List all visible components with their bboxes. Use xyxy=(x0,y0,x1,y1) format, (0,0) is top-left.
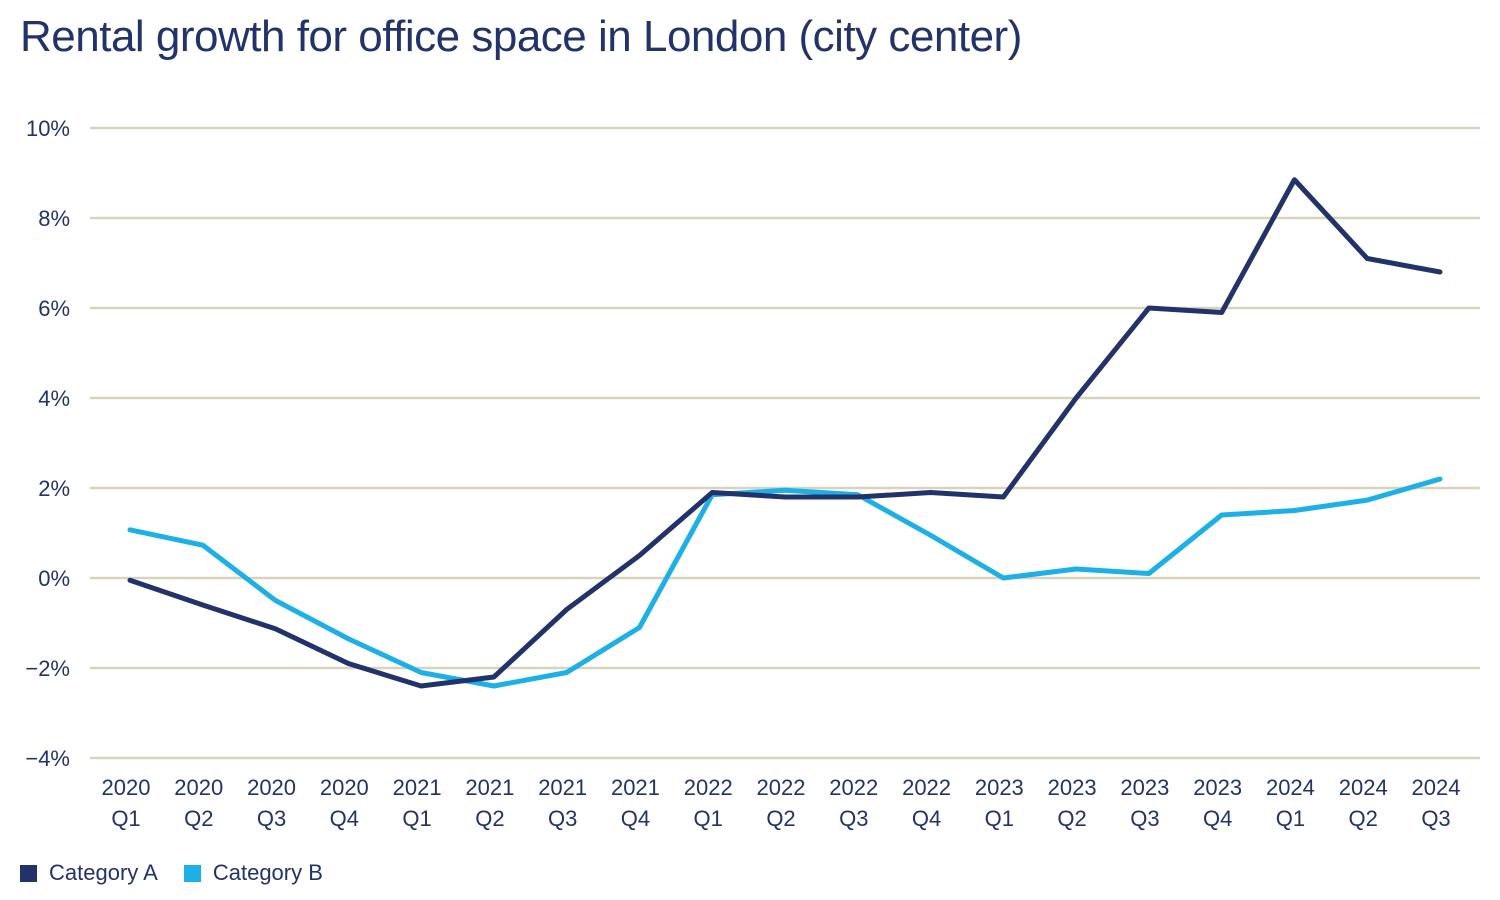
y-tick-label: 4% xyxy=(38,386,70,411)
x-tick-label-year: 2022 xyxy=(757,775,806,800)
legend-label: Category A xyxy=(49,860,158,885)
x-tick-label-year: 2022 xyxy=(684,775,733,800)
x-tick-label-quarter: Q4 xyxy=(912,806,941,831)
x-tick-label-year: 2021 xyxy=(538,775,587,800)
x-tick-label-quarter: Q3 xyxy=(839,806,868,831)
y-tick-label: −2% xyxy=(25,656,70,681)
x-tick-label-year: 2024 xyxy=(1266,775,1315,800)
series-line-category-a xyxy=(127,177,1443,689)
x-tick-label-year: 2020 xyxy=(320,775,369,800)
x-tick-label-quarter: Q2 xyxy=(475,806,504,831)
x-tick-label-year: 2024 xyxy=(1412,775,1461,800)
legend-swatch xyxy=(20,864,37,882)
x-tick-label-quarter: Q3 xyxy=(1130,806,1159,831)
legend-swatch xyxy=(183,864,201,882)
legend: Category A Category B xyxy=(20,860,323,886)
x-tick-label-quarter: Q3 xyxy=(1421,806,1450,831)
x-tick-label-year: 2020 xyxy=(102,775,151,800)
x-tick-label-year: 2024 xyxy=(1339,775,1388,800)
x-tick-label-year: 2022 xyxy=(902,775,951,800)
x-tick-label-quarter: Q2 xyxy=(184,806,213,831)
x-tick-label-quarter: Q1 xyxy=(985,806,1014,831)
x-tick-label-quarter: Q1 xyxy=(694,806,723,831)
chart-title: Rental growth for office space in London… xyxy=(20,12,1022,61)
legend-label: Category B xyxy=(212,860,323,885)
x-tick-label-year: 2021 xyxy=(611,775,660,800)
x-tick-label-quarter: Q4 xyxy=(1203,806,1232,831)
x-tick-label-quarter: Q2 xyxy=(1057,806,1086,831)
x-tick-label-year: 2023 xyxy=(1048,775,1097,800)
x-tick-label-year: 2020 xyxy=(247,775,296,800)
x-tick-label-quarter: Q4 xyxy=(621,806,650,831)
x-tick-label-quarter: Q2 xyxy=(1349,806,1378,831)
x-tick-label-year: 2023 xyxy=(975,775,1024,800)
y-tick-label: 6% xyxy=(38,296,70,321)
y-tick-label: 2% xyxy=(38,476,70,501)
x-tick-label-year: 2021 xyxy=(465,775,514,800)
x-tick-label-year: 2021 xyxy=(393,775,442,800)
y-tick-label: −4% xyxy=(25,746,70,771)
x-tick-label-year: 2023 xyxy=(1193,775,1242,800)
x-tick-label-quarter: Q3 xyxy=(257,806,286,831)
x-tick-label-year: 2023 xyxy=(1120,775,1169,800)
x-tick-label-quarter: Q4 xyxy=(330,806,359,831)
y-tick-label: 10% xyxy=(26,116,70,141)
y-tick-label: 0% xyxy=(38,566,70,591)
x-tick-label-quarter: Q2 xyxy=(766,806,795,831)
x-tick-label-year: 2022 xyxy=(829,775,878,800)
legend-item: Category A xyxy=(20,860,158,886)
x-tick-label-quarter: Q3 xyxy=(548,806,577,831)
x-tick-label-quarter: Q1 xyxy=(1276,806,1305,831)
x-tick-label-quarter: Q1 xyxy=(402,806,431,831)
legend-item: Category B xyxy=(183,860,323,886)
x-tick-label-year: 2020 xyxy=(174,775,223,800)
x-tick-label-quarter: Q1 xyxy=(111,806,140,831)
y-tick-label: 8% xyxy=(38,206,70,231)
